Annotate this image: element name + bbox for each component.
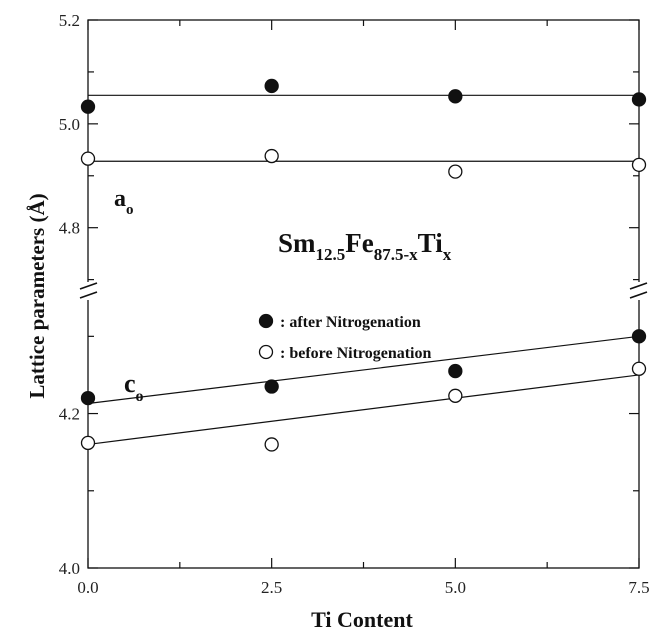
a-o-label: ao [114, 186, 134, 218]
formula-label: Sm12.5Fe87.5-xTix [278, 228, 452, 264]
y-tick-label: 4.2 [59, 405, 80, 424]
a-o-point-open [264, 148, 279, 164]
legend-label-before: : before Nitrogenation [280, 345, 431, 362]
a-o-point-open [80, 151, 96, 166]
legend-marker-filled [258, 313, 274, 329]
y-tick-label: 5.2 [59, 11, 80, 30]
x-axis-title: Ti Content [311, 607, 413, 632]
legend: : after Nitrogenation : before Nitrogena… [258, 313, 431, 362]
c-o-fit-line-filled [87, 335, 640, 405]
c-o-fit-line-open [87, 374, 640, 446]
axis-break-right [629, 282, 648, 300]
c-o-point-open [448, 388, 463, 403]
a-o-point-open [631, 157, 647, 173]
a-o-point-filled [264, 78, 279, 94]
c-o-point-open [264, 437, 279, 452]
c-o-point-filled [80, 390, 96, 406]
a-o-point-filled [631, 92, 647, 107]
axis-break-left [79, 282, 98, 300]
x-tick-label: 2.5 [261, 578, 282, 597]
c-o-label: co [124, 369, 144, 405]
a-o-point-filled [448, 89, 463, 104]
plot-frame [87, 19, 640, 569]
c-o-point-open [80, 435, 96, 451]
x-tick-label: 5.0 [445, 578, 466, 597]
c-o-point-filled [264, 379, 279, 394]
y-tick-label: 4.8 [59, 219, 80, 238]
x-tick-label: 0.0 [77, 578, 98, 597]
y-tick-label: 4.0 [59, 559, 80, 578]
axis-ticks [87, 19, 640, 569]
c-o-point-filled [448, 363, 463, 379]
a-o-point-filled [80, 99, 96, 114]
axis-tick-labels: 0.0 2.5 5.0 7.5 5.2 5.0 4.8 4.2 4.0 [59, 11, 650, 597]
legend-marker-open [258, 344, 274, 360]
a-o-point-open [448, 164, 463, 179]
legend-label-after: : after Nitrogenation [280, 314, 421, 331]
fit-lines [87, 94, 640, 446]
y-tick-label: 5.0 [59, 115, 80, 134]
c-o-point-open [631, 361, 647, 376]
y-axis-title: Lattice parameters (Å) [25, 193, 49, 398]
data-points [80, 78, 647, 452]
c-o-point-filled [631, 329, 647, 344]
x-tick-label: 7.5 [628, 578, 649, 597]
